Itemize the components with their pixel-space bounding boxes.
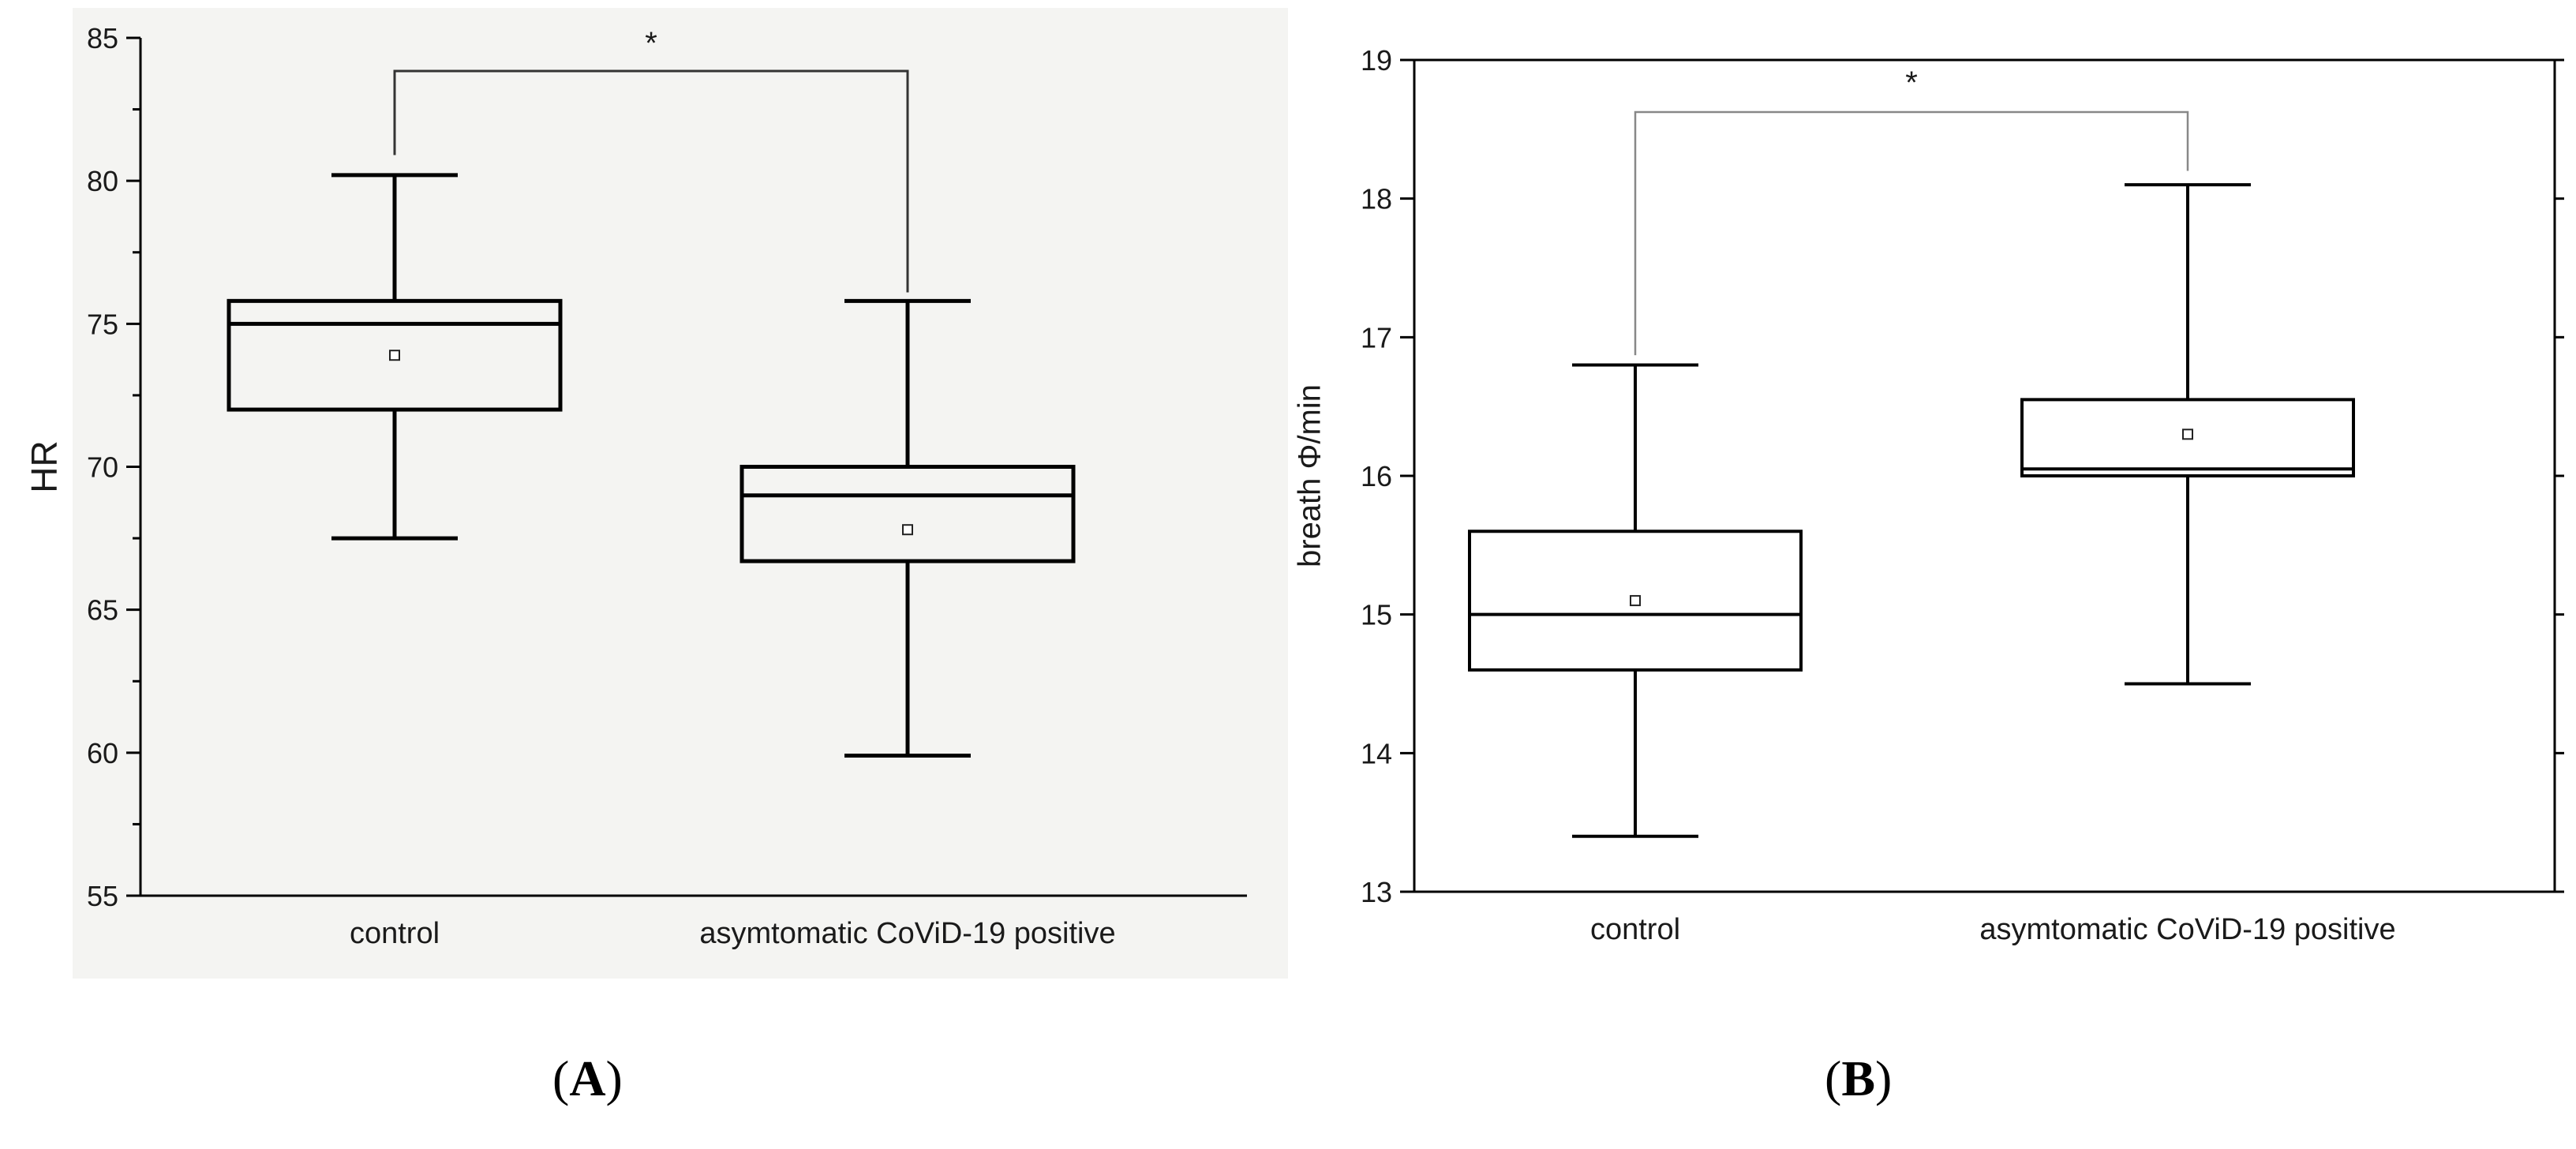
y-tick-label: 18 — [1361, 183, 1392, 215]
significance-bracket — [393, 69, 909, 293]
y-tick-label: 65 — [87, 594, 118, 627]
iqr-box — [1468, 530, 1803, 672]
y-tick-label: 80 — [87, 165, 118, 197]
x-category-label: asymtomatic CoViD-19 positive — [699, 917, 1115, 950]
y-tick-label: 13 — [1361, 876, 1392, 908]
y-axis-title: breath Φ/min — [1293, 384, 1327, 567]
y-axis-title: HR — [24, 440, 65, 492]
box-group — [1468, 363, 1803, 838]
y-tick-label: 17 — [1361, 321, 1392, 354]
iqr-box — [739, 465, 1076, 563]
chart-a: 55 60 65 70 75 80 85 HR control asymtomatic CoViD… — [24, 8, 1288, 979]
plot-background — [73, 8, 1288, 979]
box-group — [739, 298, 1076, 758]
x-category-label: asymtomatic CoViD-19 positive — [1979, 913, 2395, 946]
y-tick-label: 16 — [1361, 460, 1392, 492]
y-tick-label: 15 — [1361, 599, 1392, 631]
iqr-box — [227, 298, 563, 412]
chart-b: 13 14 15 16 17 18 19 breath Φ/min control asymtom… — [1293, 44, 2564, 946]
panel-b-caption: (B) — [1825, 1050, 1893, 1106]
y-tick-label: 70 — [87, 451, 118, 484]
x-category-label: control — [350, 917, 440, 950]
y-tick-label: 60 — [87, 737, 118, 769]
significance-star: * — [1905, 65, 1918, 100]
box-group — [227, 173, 563, 541]
mean-marker — [902, 524, 913, 536]
mean-marker — [389, 350, 400, 361]
mean-marker — [2182, 429, 2193, 440]
y-tick-label: 85 — [87, 22, 118, 54]
panel-b: 13 14 15 16 17 18 19 breath Φ/min control asymtom… — [1288, 0, 2576, 1149]
significance-star: * — [645, 26, 657, 61]
y-tick-label: 55 — [87, 880, 118, 912]
iqr-box — [2020, 398, 2355, 477]
y-tick-label: 19 — [1361, 44, 1392, 77]
x-category-label: control — [1590, 913, 1680, 946]
significance-bracket — [1634, 110, 2189, 356]
box-group — [2020, 183, 2355, 686]
panel-a-caption: (A) — [552, 1050, 623, 1106]
mean-marker — [1630, 595, 1641, 607]
y-tick-label: 75 — [87, 308, 118, 340]
y-tick-label: 14 — [1361, 737, 1392, 769]
panel-a: 55 60 65 70 75 80 85 HR control asymtomatic CoViD… — [24, 8, 1288, 1106]
